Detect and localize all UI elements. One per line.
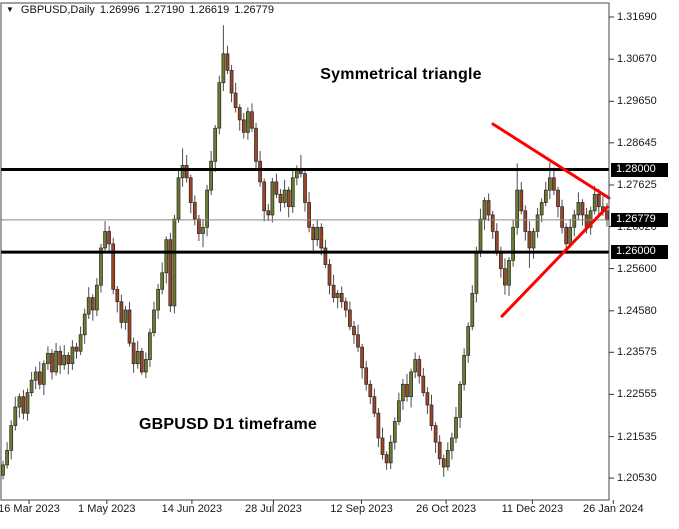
pattern-annotation[interactable]: Symmetrical triangle	[320, 66, 482, 83]
ohlc-open: 1.26996	[99, 4, 140, 16]
date-tick-label: 28 Jul 2023	[244, 503, 302, 515]
info-bar: ▼ GBPUSD,Daily 1.26996 1.27190 1.26619 1.2677…	[6, 4, 274, 16]
symbol-dropdown-icon[interactable]: ▼	[6, 5, 14, 14]
price-tick-label: 1.23575	[617, 346, 657, 359]
timeframe-annotation[interactable]: GBPUSD D1 timeframe	[138, 416, 318, 433]
date-tick-label: 26 Oct 2023	[416, 503, 477, 515]
date-tick-label: 16 Mar 2023	[0, 503, 60, 515]
price-tick-label: 1.30670	[617, 53, 657, 66]
date-tick-label: 11 Dec 2023	[501, 503, 564, 515]
price-tick-label: 1.31690	[617, 11, 657, 23]
date-tick-label: 14 Jun 2023	[161, 503, 223, 515]
price-tick-label: 1.27625	[617, 179, 657, 191]
price-badge: 1.26000	[611, 245, 668, 260]
price-tick-label: 1.25600	[617, 262, 657, 275]
price-tick-label: 1.28645	[617, 136, 657, 149]
date-tick-label: 26 Jan 2024	[583, 503, 644, 515]
price-tick-label: 1.22555	[617, 388, 657, 401]
price-tick-label: 1.20530	[617, 472, 657, 485]
ohlc-high: 1.27190	[144, 4, 185, 16]
ohlc-close: 1.26779	[234, 4, 274, 16]
ohlc-low: 1.26619	[189, 4, 230, 16]
price-badge: 1.26779	[611, 212, 668, 227]
price-tick-label: 1.21535	[617, 430, 657, 443]
date-tick-label: 12 Sep 2023	[330, 503, 393, 515]
date-tick-label: 1 May 2023	[78, 503, 136, 515]
price-badge: 1.28000	[611, 162, 668, 177]
symbol-label: GBPUSD,Daily	[20, 4, 95, 16]
price-tick-label: 1.24580	[617, 304, 657, 317]
price-tick-label: 1.29650	[617, 95, 657, 108]
